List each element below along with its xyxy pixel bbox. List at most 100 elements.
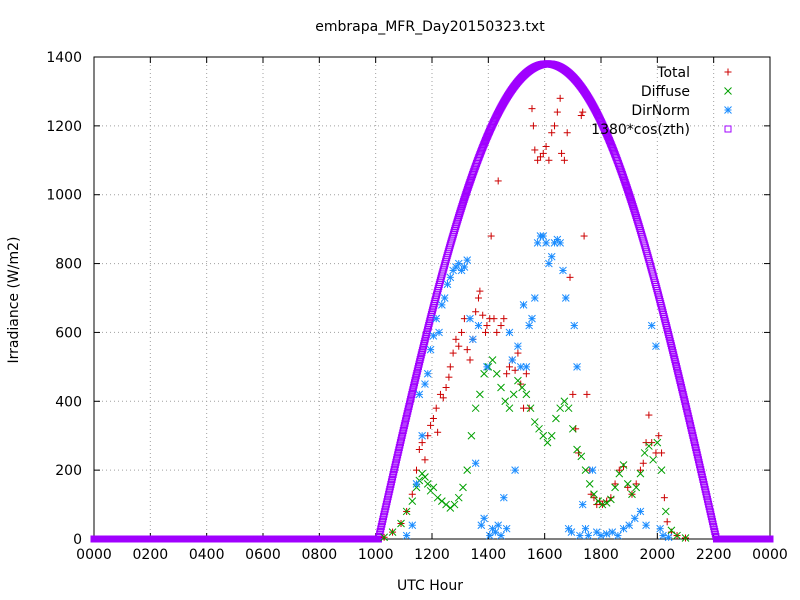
data-point: [387, 478, 395, 486]
data-point: [382, 503, 390, 511]
data-point: [682, 400, 689, 408]
data-point: [416, 358, 424, 366]
data-point: [393, 456, 401, 464]
data-point: [627, 197, 635, 205]
data-point: [658, 304, 666, 312]
data-point: [525, 404, 533, 412]
y-axis-label: Irradiance (W/m2): [6, 237, 22, 364]
data-point: [656, 524, 665, 533]
data-point: [665, 330, 673, 338]
data-point: [579, 108, 587, 116]
data-point: [497, 383, 505, 392]
data-point: [378, 520, 386, 528]
data-point: [446, 504, 455, 512]
data-point: [640, 449, 649, 457]
data-point: [542, 143, 550, 151]
data-point: [494, 177, 502, 185]
data-point: [522, 390, 531, 399]
data-point: [662, 322, 670, 330]
data-point: [700, 480, 708, 488]
data-point: [408, 521, 417, 530]
data-point: [493, 328, 501, 336]
y-tick-label: 1000: [46, 188, 82, 204]
data-point: [556, 94, 564, 102]
data-point: [454, 213, 462, 221]
data-point: [662, 319, 670, 327]
data-point: [629, 203, 637, 211]
x-tick-label: 2200: [696, 547, 732, 563]
data-point: [547, 252, 556, 261]
data-point: [427, 310, 435, 318]
data-point: [687, 424, 695, 432]
data-point: [477, 521, 486, 530]
data-point: [404, 407, 412, 415]
data-point: [452, 335, 460, 343]
data-point: [415, 360, 423, 368]
data-point: [689, 431, 697, 439]
data-point: [442, 384, 450, 392]
x-tick-label: 1600: [527, 547, 563, 563]
data-point: [505, 404, 514, 413]
legend-marker: [724, 125, 732, 133]
data-point: [701, 483, 709, 491]
data-point: [560, 397, 569, 406]
data-point: [663, 326, 671, 334]
data-point: [697, 468, 705, 476]
data-point: [396, 439, 404, 447]
data-point: [561, 294, 570, 302]
data-point: [402, 531, 411, 540]
data-point: [564, 404, 573, 413]
data-point: [568, 424, 577, 433]
data-point: [423, 369, 432, 378]
data-point: [394, 448, 402, 456]
data-point: [380, 533, 388, 542]
data-point: [659, 531, 667, 540]
data-point: [414, 362, 422, 370]
data-point: [766, 535, 774, 543]
data-point: [392, 458, 400, 466]
data-point: [598, 500, 607, 509]
data-point: [411, 379, 419, 387]
series-dirnorm: [402, 232, 673, 542]
data-point: [389, 473, 397, 481]
data-point: [427, 421, 435, 429]
data-point: [645, 442, 653, 450]
data-point: [664, 328, 672, 336]
data-point: [413, 369, 421, 377]
data-point: [491, 528, 500, 536]
data-point: [614, 531, 622, 540]
data-point: [440, 294, 449, 302]
data-point: [688, 429, 696, 437]
data-point: [525, 321, 534, 330]
data-point: [673, 531, 681, 540]
data-point: [636, 469, 645, 478]
x-tick-label: 1400: [471, 547, 507, 563]
data-point: [702, 488, 710, 496]
x-tick-label: 0000: [752, 547, 788, 563]
data-point: [636, 466, 644, 474]
data-point: [653, 438, 662, 447]
data-point: [445, 373, 453, 381]
data-point: [458, 203, 466, 211]
data-point: [553, 108, 561, 116]
data-point: [472, 308, 480, 316]
grid-lines: [94, 57, 770, 539]
data-point: [576, 531, 584, 540]
data-point: [443, 280, 452, 289]
data-point: [426, 345, 435, 354]
data-point: [468, 335, 477, 344]
data-point: [474, 294, 482, 302]
data-point: [450, 500, 459, 509]
data-point: [385, 488, 393, 496]
data-point: [611, 483, 619, 492]
data-point: [652, 342, 660, 351]
data-point: [682, 402, 690, 410]
data-point: [459, 483, 467, 492]
data-point: [657, 302, 665, 310]
data-point: [611, 480, 619, 488]
data-point: [418, 439, 426, 447]
data-point: [407, 395, 415, 403]
data-point: [577, 112, 585, 120]
data-point: [406, 398, 414, 406]
data-point: [692, 446, 700, 454]
